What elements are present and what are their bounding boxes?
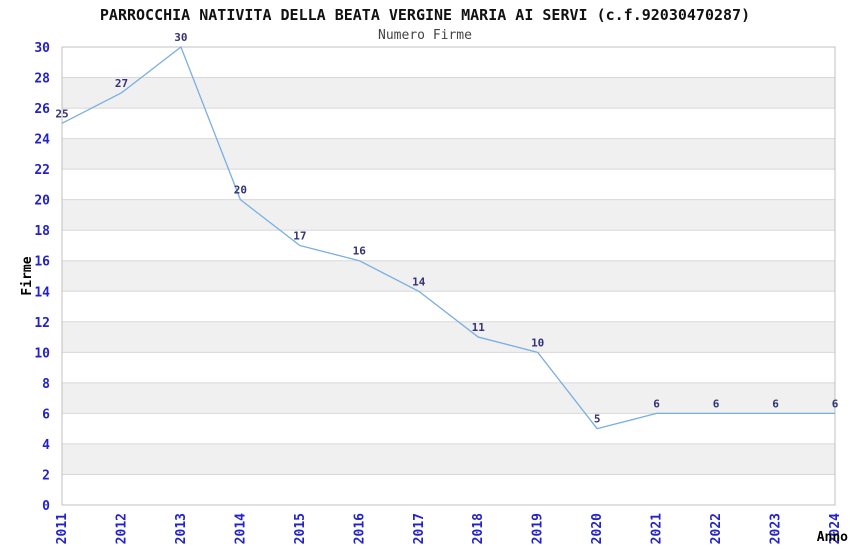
y-tick-label: 6 xyxy=(42,407,50,422)
y-tick-label: 26 xyxy=(34,102,50,117)
x-tick-label: 2023 xyxy=(769,513,784,544)
y-tick-label: 28 xyxy=(34,72,50,87)
plot-band xyxy=(62,138,835,170)
data-point-label: 11 xyxy=(472,321,486,334)
x-tick-label: 2018 xyxy=(471,513,486,544)
x-tick-label: 2017 xyxy=(412,513,427,544)
plot-band xyxy=(62,260,835,292)
y-tick-label: 4 xyxy=(42,438,50,453)
x-tick-label: 2012 xyxy=(114,513,129,544)
data-point-label: 6 xyxy=(713,397,720,410)
data-point-label: 16 xyxy=(353,245,367,258)
data-point-label: 6 xyxy=(653,397,660,410)
chart-title: PARROCCHIA NATIVITA DELLA BEATA VERGINE … xyxy=(99,6,751,24)
x-tick-label: 2022 xyxy=(709,513,724,544)
data-point-label: 27 xyxy=(115,77,128,90)
x-axis-title: Anno xyxy=(817,530,848,545)
x-tick-label: 2014 xyxy=(233,513,248,544)
y-tick-label: 18 xyxy=(34,224,50,239)
chart-subtitle: Numero Firme xyxy=(378,28,472,43)
x-tick-label: 2016 xyxy=(352,513,367,544)
data-point-label: 25 xyxy=(55,107,68,120)
x-tick-label: 2024 xyxy=(828,513,843,544)
y-tick-label: 14 xyxy=(34,285,50,300)
x-tick-label: 2011 xyxy=(55,513,70,544)
data-point-label: 20 xyxy=(234,184,247,197)
plot-band xyxy=(62,321,835,353)
x-tick-label: 2015 xyxy=(293,513,308,544)
y-tick-label: 0 xyxy=(42,499,50,514)
data-point-label: 6 xyxy=(832,397,839,410)
plot-band xyxy=(62,382,835,414)
data-point-label: 17 xyxy=(293,229,306,242)
y-tick-label: 22 xyxy=(34,163,50,178)
y-tick-label: 8 xyxy=(42,377,50,392)
y-tick-label: 16 xyxy=(34,255,50,270)
plot-band xyxy=(62,77,835,109)
y-tick-label: 24 xyxy=(34,133,50,148)
x-tick-label: 2021 xyxy=(650,513,665,544)
data-point-label: 10 xyxy=(531,336,544,349)
data-point-label: 30 xyxy=(174,31,187,44)
data-point-label: 6 xyxy=(772,397,779,410)
data-point-label: 5 xyxy=(594,413,601,426)
y-axis-title: Firme xyxy=(20,256,35,295)
y-tick-label: 30 xyxy=(34,41,50,56)
data-point-label: 14 xyxy=(412,275,426,288)
y-tick-label: 2 xyxy=(42,468,50,483)
y-tick-label: 20 xyxy=(34,194,50,209)
y-tick-label: 12 xyxy=(34,316,50,331)
x-tick-label: 2020 xyxy=(590,513,605,544)
x-tick-label: 2013 xyxy=(174,513,189,544)
plot-band xyxy=(62,199,835,231)
plot-border xyxy=(61,46,836,506)
y-tick-label: 10 xyxy=(34,346,50,361)
x-tick-label: 2019 xyxy=(531,513,546,544)
data-line xyxy=(61,46,835,430)
plot-band xyxy=(62,443,835,475)
